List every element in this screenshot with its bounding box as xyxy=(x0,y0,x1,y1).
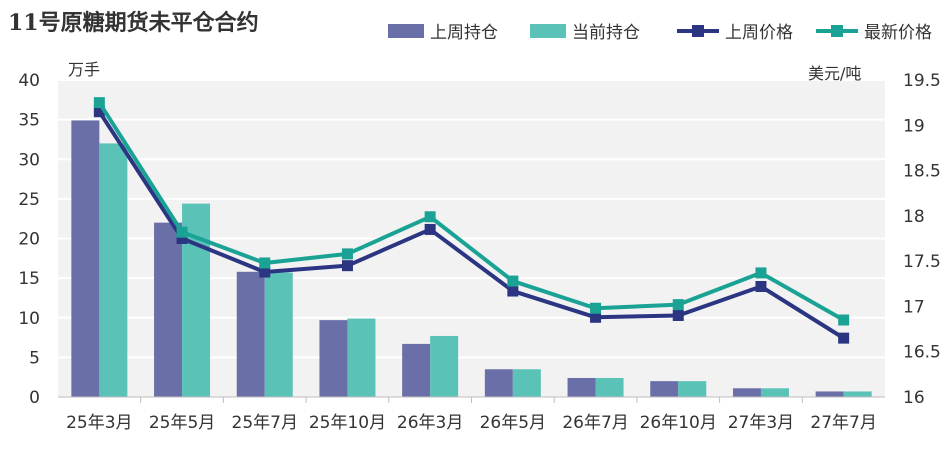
left-tick-label: 15 xyxy=(18,269,40,289)
bar xyxy=(264,272,293,397)
right-tick-label: 16.5 xyxy=(903,343,941,363)
left-tick-label: 30 xyxy=(18,150,40,170)
bars xyxy=(71,120,872,397)
bar xyxy=(650,381,679,397)
left-axis-unit: 万手 xyxy=(68,60,100,79)
x-tick-label: 27年3月 xyxy=(728,413,794,433)
bar xyxy=(430,335,459,397)
bar xyxy=(567,377,596,397)
line-point xyxy=(507,285,519,297)
x-tick-label: 27年7月 xyxy=(810,413,876,433)
bar xyxy=(484,369,513,397)
line-point xyxy=(341,260,353,272)
bar xyxy=(843,391,872,397)
right-tick-label: 17 xyxy=(903,297,925,317)
x-tick-label: 26年10月 xyxy=(640,413,717,433)
left-tick-label: 0 xyxy=(29,388,40,408)
line-point xyxy=(176,233,188,244)
left-tick-label: 10 xyxy=(18,309,40,329)
line-point xyxy=(672,299,684,311)
bar xyxy=(402,343,431,397)
legend-label: 上周持仓 xyxy=(430,23,498,43)
left-tick-label: 40 xyxy=(18,71,40,91)
right-axis-unit: 美元/吨 xyxy=(808,64,861,83)
x-tick-label: 25年5月 xyxy=(149,413,215,433)
x-tick-label: 26年7月 xyxy=(562,413,628,433)
bar xyxy=(347,318,376,397)
x-tick-label: 26年5月 xyxy=(480,413,546,433)
right-tick-label: 19.5 xyxy=(903,71,941,91)
right-axis-ticks: 16 16.5 17 17.5 18 18.5 19 19.5 xyxy=(903,71,941,408)
line-point xyxy=(755,267,767,279)
left-tick-label: 5 xyxy=(29,348,40,368)
x-tick-label: 25年3月 xyxy=(66,413,132,433)
legend-swatch xyxy=(530,24,566,38)
right-tick-label: 16 xyxy=(903,388,925,408)
bar xyxy=(154,222,183,397)
line-point xyxy=(93,106,105,118)
bar xyxy=(236,271,265,397)
bar xyxy=(319,320,348,397)
line-point xyxy=(672,309,684,321)
bar xyxy=(71,120,100,397)
line-point xyxy=(590,302,602,314)
legend-label: 当前持仓 xyxy=(572,23,640,43)
legend-marker xyxy=(692,25,704,37)
series-line xyxy=(97,110,845,340)
right-tick-label: 18.5 xyxy=(903,162,941,182)
bar xyxy=(512,369,541,397)
x-tick-label: 25年7月 xyxy=(232,413,298,433)
bar xyxy=(678,381,707,397)
bar xyxy=(595,377,624,397)
legend-swatch xyxy=(388,24,424,38)
bar xyxy=(815,391,844,397)
legend-label: 最新价格 xyxy=(864,23,932,43)
legend-label: 上周价格 xyxy=(725,23,793,43)
legend: 上周持仓 当前持仓 上周价格 最新价格 xyxy=(388,23,932,43)
right-tick-label: 17.5 xyxy=(903,252,941,272)
left-tick-label: 20 xyxy=(18,230,40,250)
bar xyxy=(760,388,789,397)
bar xyxy=(732,388,761,397)
line-point xyxy=(424,211,436,223)
line-point xyxy=(424,223,436,235)
line-point xyxy=(838,314,850,326)
line-point xyxy=(507,275,519,287)
left-tick-label: 35 xyxy=(18,111,40,131)
left-axis-ticks: 0 5 10 15 20 25 30 35 40 xyxy=(18,71,40,408)
right-tick-label: 19 xyxy=(903,116,925,136)
legend-marker xyxy=(831,25,843,37)
right-tick-label: 18 xyxy=(903,207,925,227)
x-axis-ticks: 25年3月 25年5月 25年7月 25年10月 26年3月 26年5月 26年7月 26年1… xyxy=(66,397,877,433)
line-point xyxy=(93,97,105,109)
line-point xyxy=(176,226,188,238)
x-tick-label: 26年3月 xyxy=(397,413,463,433)
line-point xyxy=(341,248,353,260)
line-point xyxy=(259,257,271,269)
chart-title: 11号原糖期货未平仓合约 xyxy=(8,10,259,36)
series-line xyxy=(97,101,845,322)
bar xyxy=(99,143,128,397)
x-tick-label: 25年10月 xyxy=(309,413,386,433)
line-point xyxy=(755,281,767,293)
line-point xyxy=(259,266,271,278)
line-point xyxy=(590,311,602,323)
line-point xyxy=(838,332,850,344)
lines xyxy=(93,97,850,344)
left-tick-label: 25 xyxy=(18,190,40,210)
